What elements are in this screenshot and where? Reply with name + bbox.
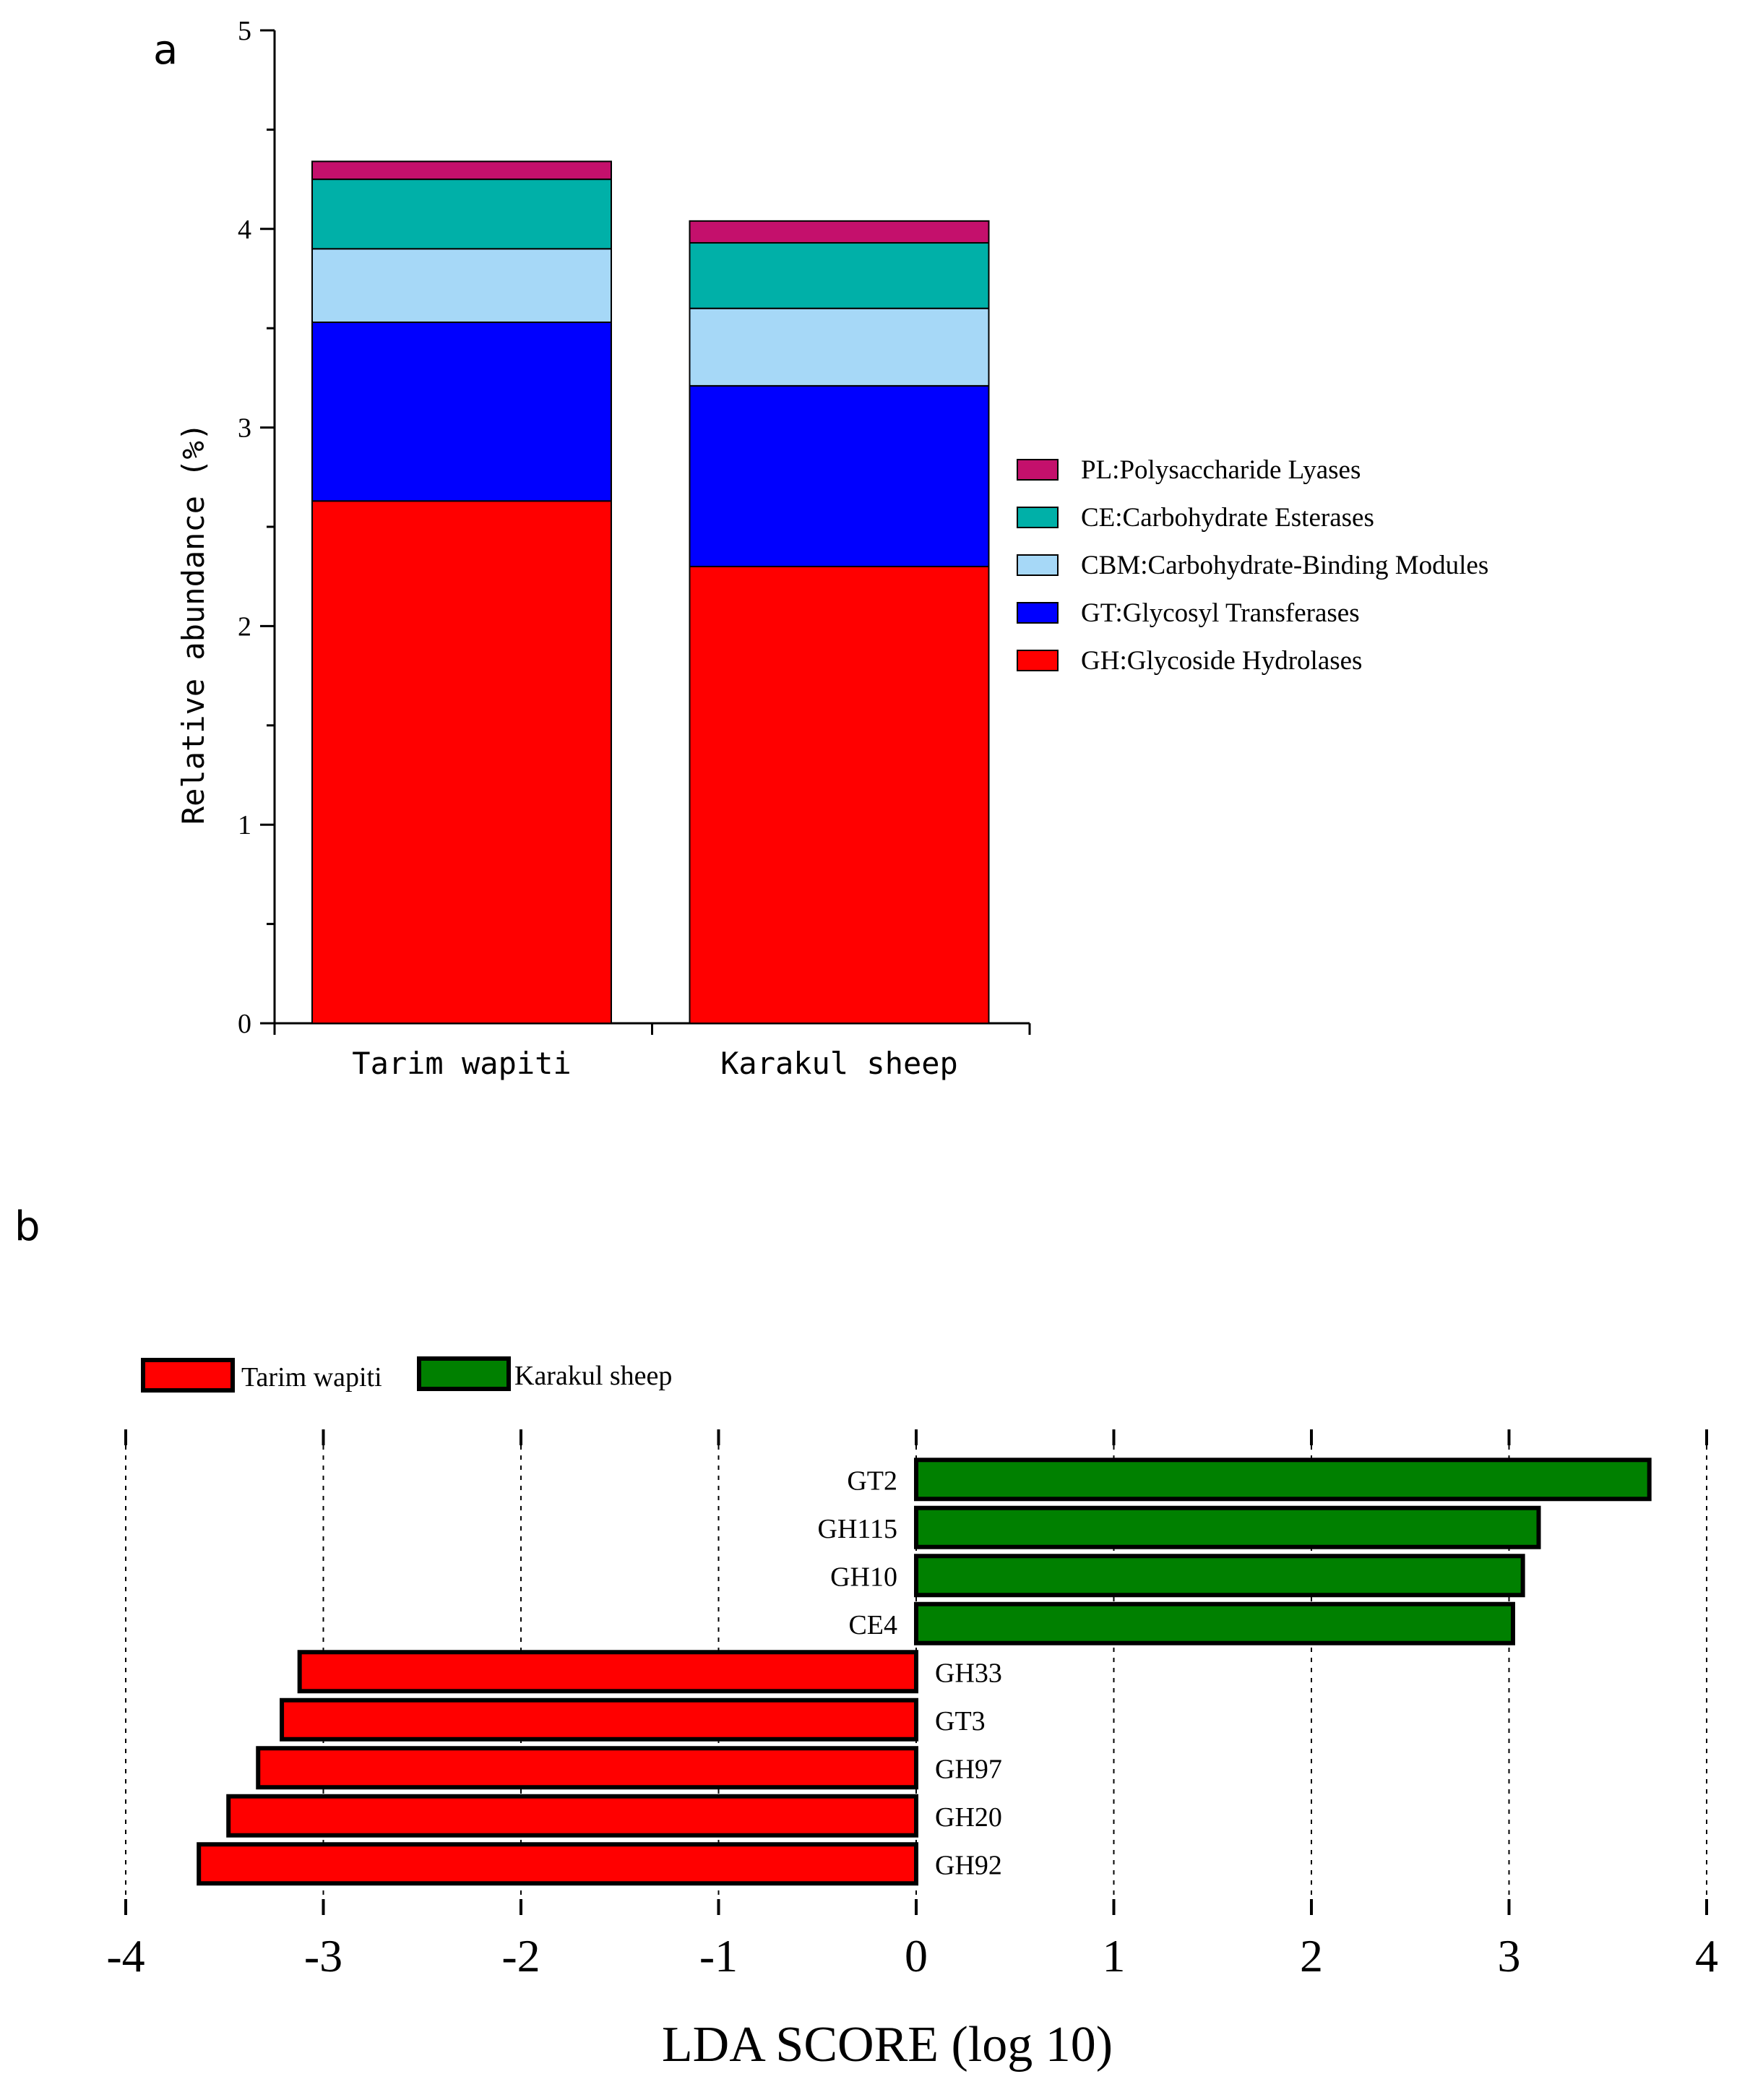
legend-swatch-tarim-wapiti <box>143 1360 233 1390</box>
bar-segment-gh <box>312 501 611 1023</box>
legend-swatch-karakul-sheep <box>419 1359 509 1389</box>
bar-segment-ce <box>312 179 611 249</box>
lda-bar <box>282 1700 916 1739</box>
lda-bar <box>300 1652 916 1691</box>
bar-segment-ce <box>690 243 989 309</box>
legend-entry: GH:Glycoside Hydrolases <box>1081 646 1362 676</box>
y-tick-label: 5 <box>238 16 251 46</box>
y-tick-label: 2 <box>238 611 251 642</box>
lda-bar <box>258 1748 916 1787</box>
bar-segment-pl <box>312 161 611 179</box>
lda-bar <box>916 1604 1513 1643</box>
lda-bar <box>916 1556 1523 1595</box>
figure: a b 0 1 2 3 4 5 Relative abundance (%) Tarim wa… <box>0 0 1763 2100</box>
bar-segment-gh <box>690 567 989 1023</box>
panel-a-label: a <box>153 27 178 74</box>
feature-label: GH10 <box>830 1562 897 1592</box>
x-tick-label: Tarim wapiti <box>352 1046 571 1081</box>
bar-segment-gt <box>312 322 611 501</box>
feature-label: GT2 <box>847 1466 897 1496</box>
feature-label: CE4 <box>848 1610 897 1640</box>
feature-label: GH20 <box>935 1802 1002 1833</box>
legend-swatch-gh <box>1017 650 1058 671</box>
legend-swatch-pl <box>1017 460 1058 480</box>
legend-swatch-ce <box>1017 507 1058 528</box>
x-tick-label: 1 <box>1103 1930 1126 1981</box>
lda-score-chart: -4 -3 -2 -1 0 1 2 3 4 GT2 GH115 GH10 CE4 GH33 GT3 GH97 G… <box>106 1359 1718 2073</box>
feature-label: GH115 <box>818 1514 897 1544</box>
lda-bar <box>199 1844 916 1883</box>
legend-swatch-cbm <box>1017 555 1058 575</box>
bar-segment-cbm <box>690 309 989 386</box>
x-tick-label: 3 <box>1498 1930 1521 1981</box>
x-tick-label: -3 <box>304 1930 342 1981</box>
y-tick-label: 4 <box>238 215 251 245</box>
feature-label: GH97 <box>935 1754 1002 1784</box>
legend-entry: CBM:Carbohydrate-Binding Modules <box>1081 551 1488 580</box>
y-tick-label: 3 <box>238 413 251 444</box>
x-tick-label: 2 <box>1300 1930 1323 1981</box>
bar-segment-pl <box>690 221 989 243</box>
legend-entry: Karakul sheep <box>514 1361 672 1391</box>
legend-entry: CE:Carbohydrate Esterases <box>1081 503 1374 533</box>
x-tick-label: 4 <box>1695 1930 1718 1981</box>
legend-entry: PL:Polysaccharide Lyases <box>1081 455 1361 485</box>
legend-entry: Tarim wapiti <box>241 1362 382 1393</box>
y-tick-label: 0 <box>238 1009 251 1039</box>
x-axis-label: LDA SCORE (log 10) <box>662 2017 1113 2073</box>
bar-segment-gt <box>690 386 989 567</box>
feature-label: GH92 <box>935 1850 1002 1880</box>
lda-bar <box>228 1796 916 1836</box>
x-tick-label: -1 <box>699 1930 738 1981</box>
x-tick-label: 0 <box>905 1930 928 1981</box>
feature-label: GT3 <box>935 1706 986 1737</box>
x-tick-label: -2 <box>501 1930 540 1981</box>
y-tick-label: 1 <box>238 810 251 840</box>
lda-bar <box>916 1508 1539 1547</box>
lda-bar <box>916 1460 1650 1499</box>
legend-entry: GT:Glycosyl Transferases <box>1081 598 1360 628</box>
legend-swatch-gt <box>1017 603 1058 623</box>
panel-b-label: b <box>14 1203 40 1250</box>
x-tick-label: -4 <box>106 1930 145 1981</box>
feature-label: GH33 <box>935 1658 1002 1688</box>
y-axis-label: Relative abundance (%) <box>176 423 211 825</box>
bar-segment-cbm <box>312 249 611 322</box>
stacked-bar-chart: 0 1 2 3 4 5 Relative abundance (%) Tarim wapiti… <box>176 16 1488 1081</box>
x-tick-label: Karakul sheep <box>720 1046 958 1081</box>
